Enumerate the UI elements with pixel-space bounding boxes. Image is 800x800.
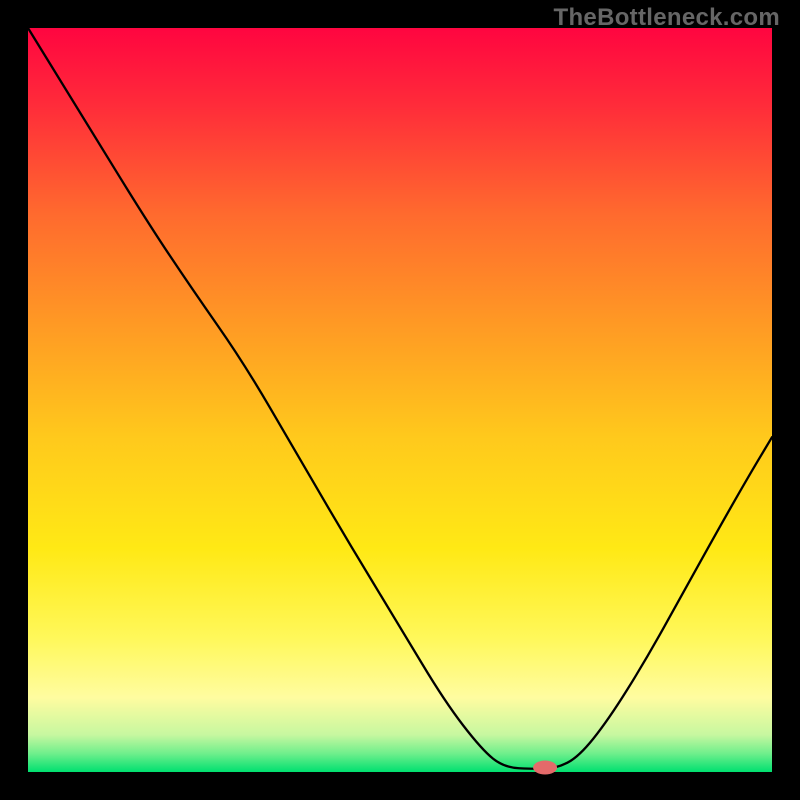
optimal-marker xyxy=(533,761,557,775)
chart-plot-area xyxy=(28,28,772,772)
bottleneck-chart xyxy=(0,0,800,800)
watermark-label: TheBottleneck.com xyxy=(554,4,780,32)
